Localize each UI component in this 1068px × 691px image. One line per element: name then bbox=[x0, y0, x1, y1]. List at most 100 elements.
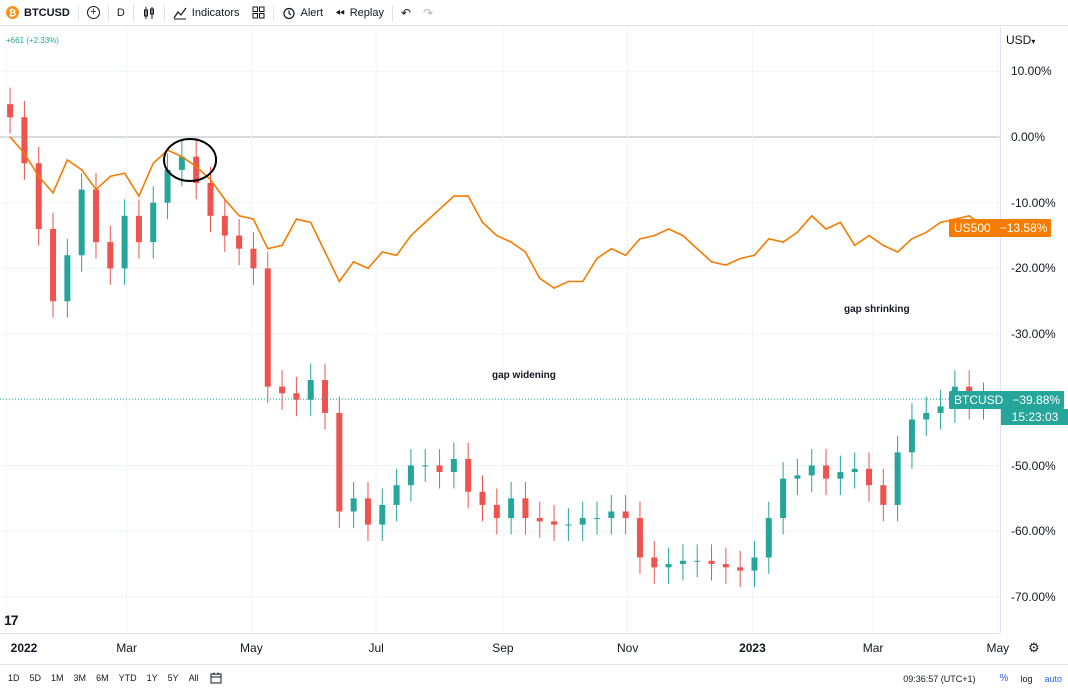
price-tick-label: -50.00% bbox=[1011, 458, 1056, 473]
btc-candle bbox=[21, 117, 28, 164]
btc-candle bbox=[794, 475, 801, 479]
go-to-date-button[interactable] bbox=[204, 665, 228, 691]
btc-candle bbox=[508, 498, 515, 519]
us500-point bbox=[868, 234, 870, 237]
time-tick-label: 2023 bbox=[739, 641, 766, 655]
time-axis[interactable]: 2022 Mar May Jul Sep Nov 2023 Mar May bbox=[0, 633, 1009, 662]
us500-point bbox=[66, 159, 69, 161]
redo-button[interactable]: ↷ bbox=[417, 0, 439, 26]
auto-scale-toggle[interactable]: auto bbox=[1044, 673, 1062, 684]
layout-templates-button[interactable] bbox=[246, 0, 271, 26]
chevron-down-icon: ▾ bbox=[1031, 37, 1036, 46]
btc-tag-value: −39.88% bbox=[1012, 393, 1061, 407]
btc-candle bbox=[350, 498, 357, 512]
btc-candle bbox=[522, 498, 529, 519]
indicators-icon bbox=[173, 7, 187, 19]
range-button-3m[interactable]: 3M bbox=[73, 673, 87, 683]
btc-candle bbox=[150, 202, 157, 243]
btc-candle bbox=[193, 156, 200, 183]
chart-pane[interactable]: +661 (+2.33%) gap widening gap shrinking… bbox=[0, 27, 1000, 633]
btc-candle bbox=[221, 215, 228, 236]
percent-scale-toggle[interactable]: % bbox=[999, 673, 1009, 684]
btc-candle bbox=[178, 156, 185, 170]
indicators-button[interactable]: Indicators bbox=[167, 0, 246, 26]
range-button-ytd[interactable]: YTD bbox=[118, 673, 137, 683]
toolbar-divider bbox=[77, 4, 79, 21]
us500-point bbox=[667, 228, 670, 230]
btc-candle bbox=[594, 518, 601, 520]
time-tick-label: 2022 bbox=[10, 641, 38, 655]
us500-point bbox=[939, 221, 942, 224]
chart-canvas[interactable] bbox=[0, 27, 1000, 633]
btc-candle bbox=[422, 465, 429, 467]
price-tick-label: 0.00% bbox=[1011, 130, 1046, 144]
symbol-search-button[interactable]: ₿ BTCUSD bbox=[0, 0, 76, 26]
interval-button[interactable]: D bbox=[111, 0, 131, 26]
replay-button[interactable]: ⏪︎ Replay bbox=[329, 0, 390, 26]
btc-candle bbox=[50, 228, 57, 302]
us500-point bbox=[639, 238, 641, 240]
btc-candle bbox=[7, 104, 14, 118]
gear-icon[interactable]: ⚙ bbox=[1028, 640, 1040, 655]
us500-point bbox=[968, 215, 970, 217]
us500-point bbox=[152, 162, 155, 165]
timezone-clock[interactable]: 09:36:57 (UTC+1) bbox=[903, 673, 976, 684]
btc-candle bbox=[708, 560, 715, 565]
range-button-5y[interactable]: 5Y bbox=[167, 673, 179, 683]
range-button-all[interactable]: All bbox=[188, 673, 199, 683]
btc-candle bbox=[551, 521, 558, 525]
btc-candle bbox=[737, 567, 744, 571]
us500-point bbox=[553, 287, 555, 289]
annotation-gap-widening: gap widening bbox=[492, 370, 556, 381]
btc-candle bbox=[823, 465, 830, 479]
us500-point bbox=[682, 234, 684, 237]
toolbar-divider bbox=[272, 4, 274, 21]
us500-point bbox=[853, 244, 856, 247]
btc-candle bbox=[894, 452, 901, 505]
btc-candle bbox=[450, 458, 457, 473]
us500-tag-value: −13.58% bbox=[999, 221, 1048, 235]
log-scale-toggle[interactable]: log bbox=[1020, 673, 1033, 684]
alert-label: Alert bbox=[300, 6, 324, 19]
us500-point bbox=[782, 241, 784, 243]
btc-candle bbox=[536, 518, 543, 522]
btc-candle bbox=[908, 419, 915, 453]
undo-button[interactable]: ↶ bbox=[395, 0, 417, 26]
us500-point bbox=[467, 195, 469, 197]
btc-candle bbox=[207, 182, 214, 216]
range-button-6m[interactable]: 6M bbox=[96, 673, 109, 683]
range-button-1d[interactable]: 1D bbox=[8, 673, 20, 683]
btc-candle bbox=[780, 478, 787, 519]
us500-point bbox=[653, 234, 656, 237]
price-tick-label: -20.00% bbox=[1011, 261, 1056, 276]
range-button-1m[interactable]: 1M bbox=[51, 673, 64, 683]
currency-label: USD bbox=[1006, 33, 1032, 47]
us500-point bbox=[309, 221, 312, 224]
price-axis[interactable]: USD▾ 10.00%0.00%-10.00%-20.00%-30.00%-40… bbox=[949, 27, 1068, 633]
us500-point bbox=[767, 238, 770, 240]
range-button-5d[interactable]: 5D bbox=[29, 673, 42, 683]
range-button-1y[interactable]: 1Y bbox=[146, 673, 158, 683]
time-tick-label: Jul bbox=[368, 641, 384, 655]
compare-symbol-button[interactable]: + bbox=[81, 0, 106, 26]
us500-point bbox=[181, 155, 183, 158]
us500-point bbox=[195, 165, 197, 168]
chart-type-button[interactable] bbox=[136, 0, 162, 26]
grid-icon bbox=[252, 6, 264, 19]
btc-candle bbox=[250, 248, 257, 269]
btc-candle bbox=[407, 465, 414, 486]
btc-candle bbox=[636, 518, 643, 558]
top-toolbar: ₿ BTCUSD + D Indicators bbox=[0, 0, 1068, 26]
us500-point bbox=[37, 175, 40, 178]
us500-point bbox=[224, 198, 226, 201]
time-tick-label: May bbox=[986, 641, 1010, 655]
bitcoin-logo-icon: ₿ bbox=[6, 6, 19, 19]
us500-point bbox=[238, 215, 240, 217]
alert-button[interactable]: Alert bbox=[276, 0, 330, 26]
us500-point bbox=[610, 247, 613, 250]
currency-selector[interactable]: USD▾ bbox=[1006, 33, 1035, 47]
us500-point bbox=[295, 218, 298, 220]
btc-candle bbox=[121, 215, 128, 269]
tradingview-logo-icon[interactable]: 17 bbox=[4, 612, 19, 628]
time-tick-label: Mar bbox=[116, 641, 137, 655]
